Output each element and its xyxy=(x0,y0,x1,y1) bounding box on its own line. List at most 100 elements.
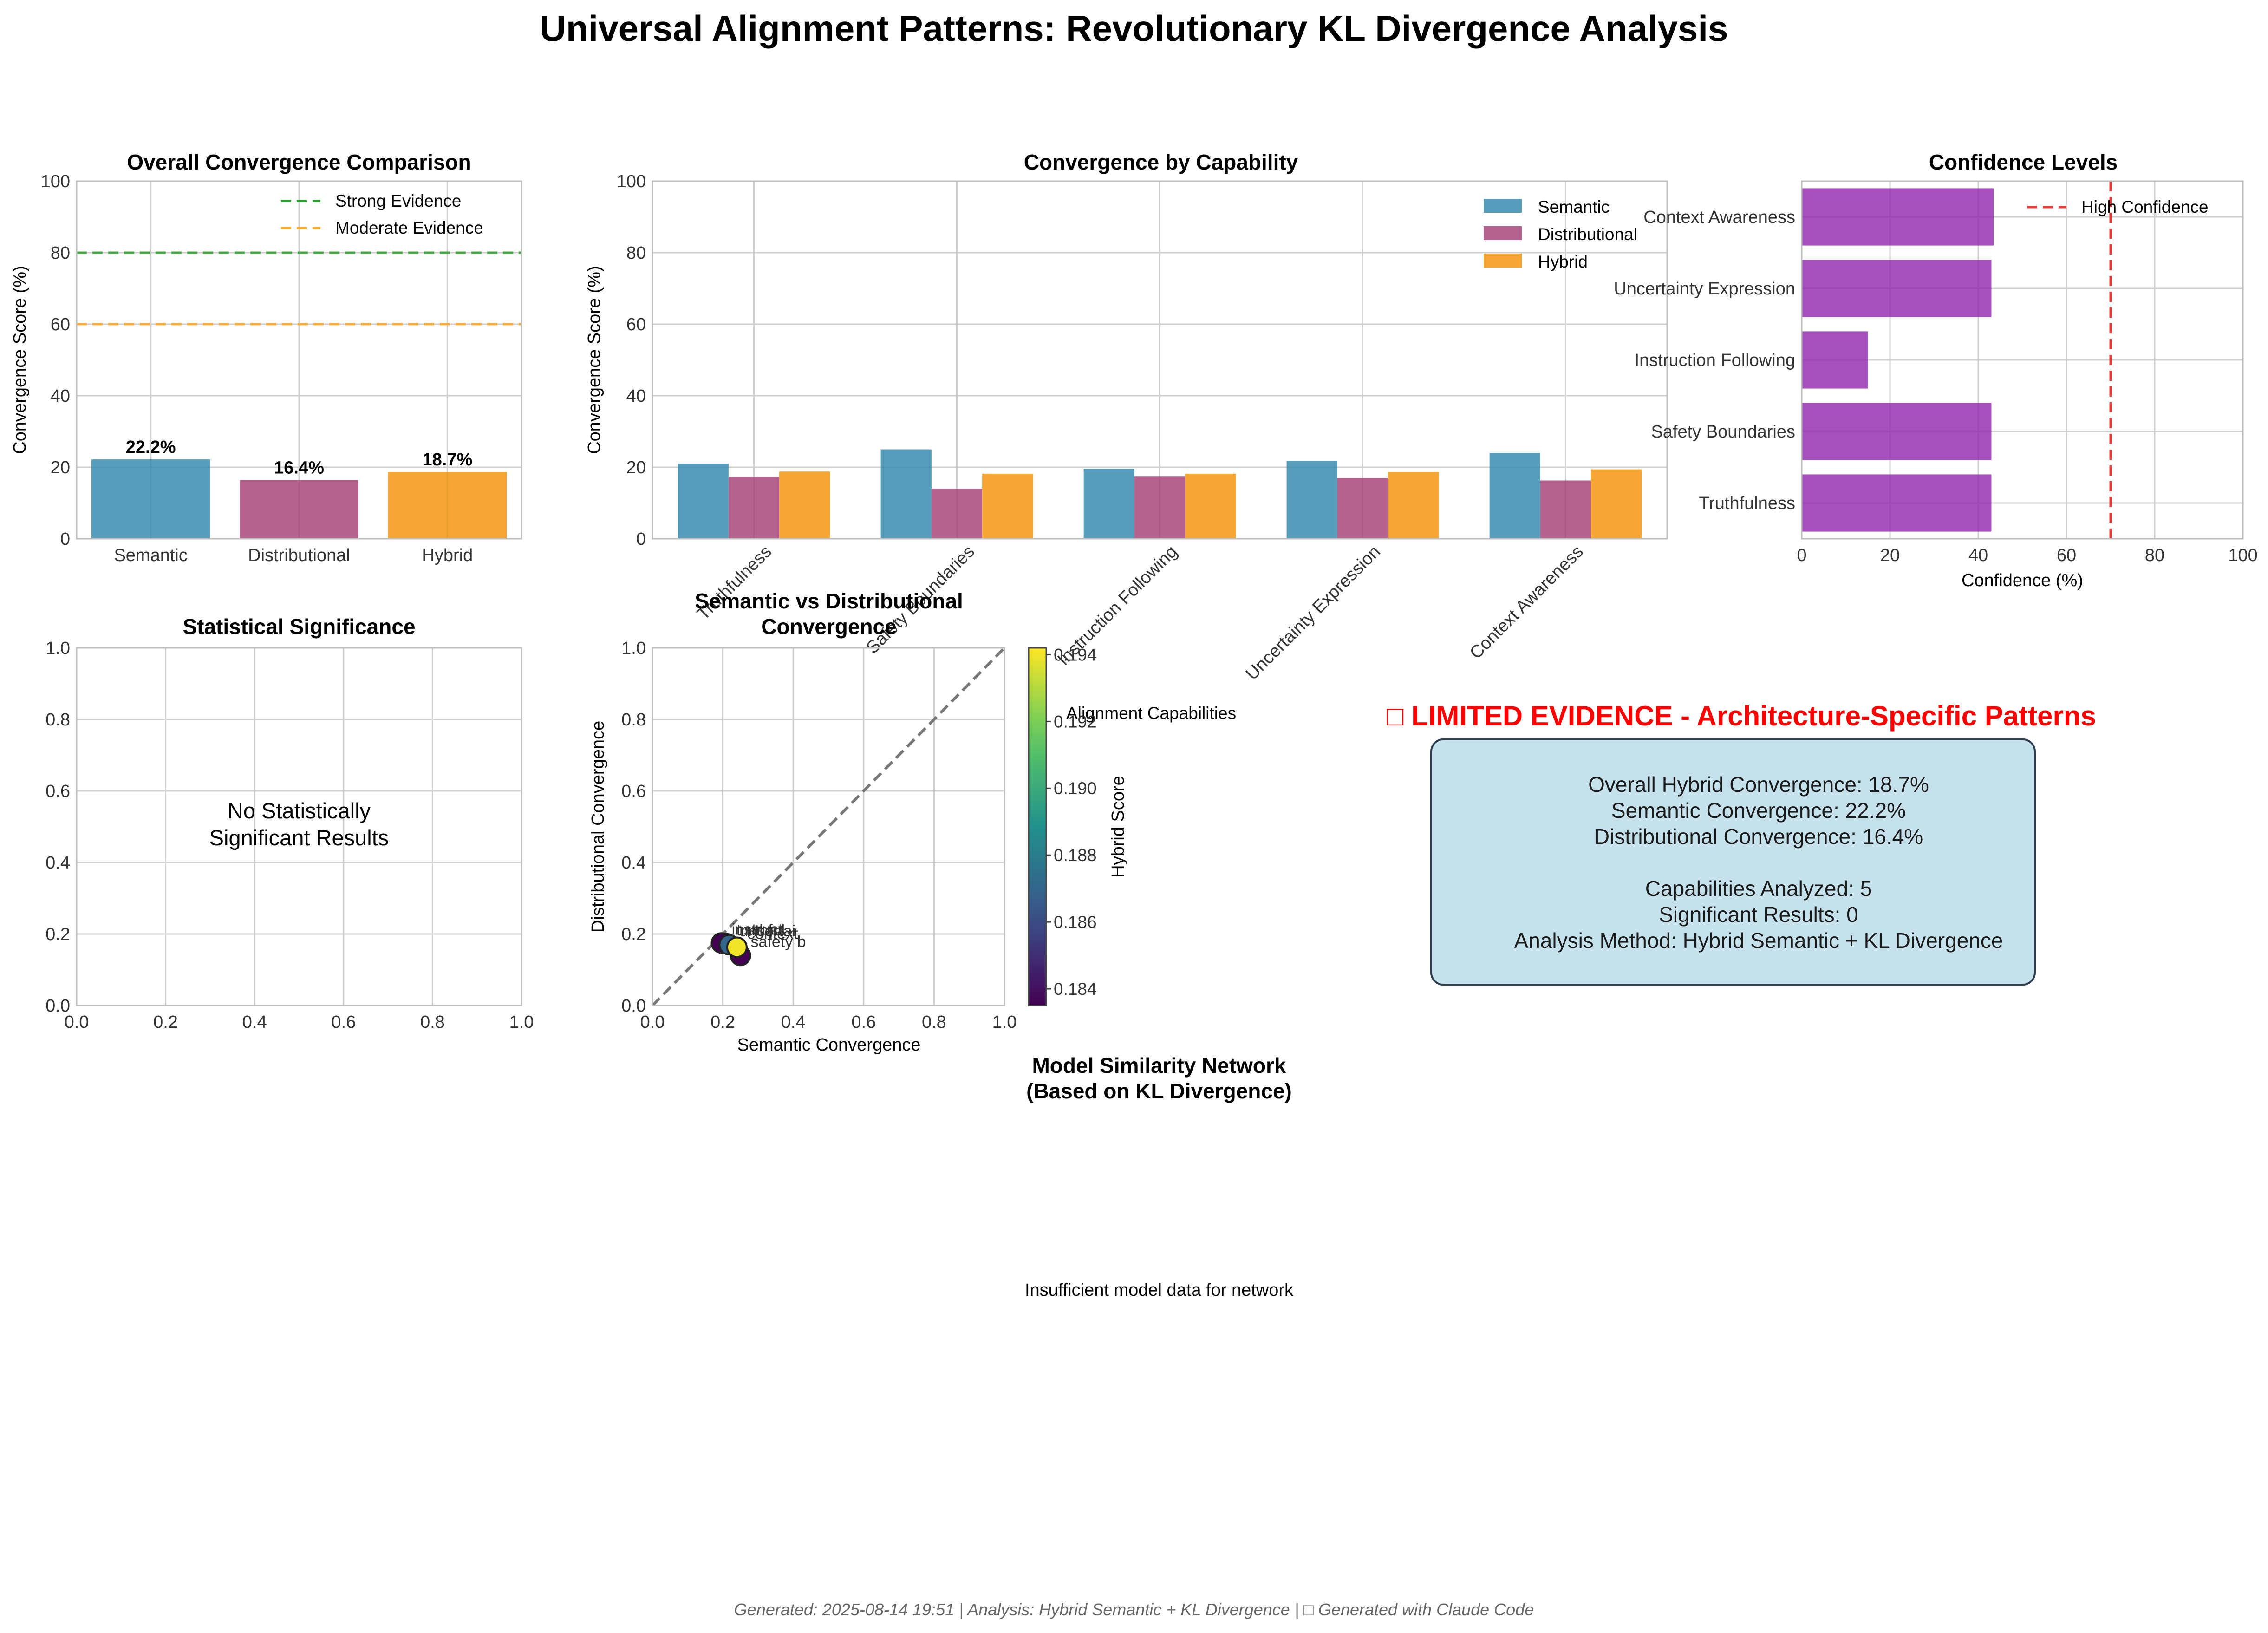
overall-y-tick-label: 100 xyxy=(41,172,70,191)
scatter-y-tick-label: 0.2 xyxy=(621,925,646,944)
overall-bar-value-label: 18.7% xyxy=(422,450,472,470)
statistical-significance-panel: Statistical Significance 0.00.0 0.2 0.2 0.4… xyxy=(46,614,534,1032)
scatter-point-label: context xyxy=(747,925,798,942)
capability-bar-distributional xyxy=(931,489,983,539)
figure-title: Universal Alignment Patterns: Revolution… xyxy=(540,8,1728,49)
capability-bar-semantic xyxy=(678,464,729,539)
confidence-legend: High Confidence xyxy=(2027,197,2209,216)
colorbar-tick-label: 0.190 xyxy=(1054,779,1097,798)
summary-panel: □ LIMITED EVIDENCE - Architecture-Specif… xyxy=(1387,700,2096,986)
significance-message-line-1: No Statistically xyxy=(228,798,371,823)
overall-convergence-chart: Overall Convergence Comparison 0 20 40 60 80… xyxy=(10,150,522,565)
scatter-y-tick-label: 0.8 xyxy=(621,710,646,730)
capability-y-tick-label: 20 xyxy=(626,458,646,477)
capability-y-axis-label: Convergence Score (%) xyxy=(585,266,604,454)
capability-bar-hybrid xyxy=(1591,469,1642,539)
summary-box xyxy=(1430,738,2036,986)
confidence-legend-label: High Confidence xyxy=(2081,197,2209,216)
confidence-plot-frame xyxy=(1801,180,2244,540)
capability-bar-hybrid xyxy=(779,471,830,539)
colorbar-tick-label: 0.184 xyxy=(1054,980,1097,999)
capability-bar-hybrid xyxy=(1388,472,1439,539)
capability-y-tick-label: 0 xyxy=(636,529,646,549)
colorbar-tick-label: 0.188 xyxy=(1054,846,1097,865)
summary-line: Capabilities Analyzed: 5 xyxy=(1645,876,1872,901)
capability-legend-swatch xyxy=(1484,199,1522,213)
summary-line: Overall Hybrid Convergence: 18.7% xyxy=(1588,772,1929,797)
overall-legend-label: Moderate Evidence xyxy=(335,218,483,237)
overall-y-tick-label: 0 xyxy=(60,529,70,549)
confidence-x-tick-label: 100 xyxy=(2228,546,2257,565)
scatter-point-label: instruct xyxy=(732,921,783,938)
overall-legend-label: Strong Evidence xyxy=(335,191,462,210)
significance-x-tick-label: 0.8 xyxy=(420,1012,445,1032)
scatter-x-tick-label: 0.8 xyxy=(922,1012,946,1032)
confidence-bar xyxy=(1802,188,1994,246)
capability-bar-hybrid xyxy=(982,473,1033,539)
capability-legend-label: Hybrid xyxy=(1538,252,1588,271)
significance-message-line-2: Significant Results xyxy=(209,825,389,850)
significance-y-tick-label: 0.6 xyxy=(46,782,70,801)
capability-bar-distributional xyxy=(1540,480,1591,539)
scatter-legend-label: Alignment Capabilities xyxy=(1066,704,1236,723)
overall-x-tick-label: Semantic xyxy=(114,546,187,565)
summary-line: Distributional Convergence: 16.4% xyxy=(1594,824,1923,849)
capability-bar-semantic xyxy=(880,449,932,539)
confidence-bar xyxy=(1802,331,1868,389)
confidence-x-axis-label: Confidence (%) xyxy=(1962,571,2083,590)
capability-bar-distributional xyxy=(1337,478,1388,539)
scatter-y-tick-label: 0.4 xyxy=(621,853,646,873)
overall-bar-hybrid xyxy=(388,472,507,539)
evidence-verdict: □ LIMITED EVIDENCE - Architecture-Specif… xyxy=(1387,700,2096,732)
significance-x-tick-label: 1.0 xyxy=(509,1012,534,1032)
significance-x-tick-label: 0.0 xyxy=(65,1012,89,1032)
confidence-x-tick-label: 80 xyxy=(2145,546,2164,565)
summary-line: Semantic Convergence: 22.2% xyxy=(1611,798,1906,823)
capability-bar-hybrid xyxy=(1185,473,1236,539)
model-similarity-network-panel: Model Similarity Network (Based on KL Di… xyxy=(1025,1053,1294,1300)
overall-y-tick-label: 80 xyxy=(51,243,70,263)
scatter-point-label: uncertai xyxy=(739,922,795,940)
scatter-x-tick-label: 0.2 xyxy=(710,1012,735,1032)
capability-plot-frame xyxy=(652,180,1668,540)
overall-plot-frame xyxy=(76,180,522,540)
confidence-y-tick-label: Context Awareness xyxy=(1643,208,1795,227)
colorbar-gradient xyxy=(1028,647,1047,1006)
significance-y-tick-label: 1.0 xyxy=(46,639,70,658)
significance-y-tick-label: 0.2 xyxy=(46,925,70,944)
scatter-diagonal-reference xyxy=(651,647,1006,1007)
scatter-x-axis-label: Semantic Convergence xyxy=(737,1035,921,1055)
colorbar-label: Hybrid Score xyxy=(1108,776,1128,878)
significance-y-tick-label: 0.0 xyxy=(46,996,70,1016)
confidence-bar xyxy=(1802,260,1992,317)
confidence-x-tick-label: 40 xyxy=(1968,546,1988,565)
capability-bar-distributional xyxy=(728,477,780,539)
significance-x-tick-label: 0.6 xyxy=(331,1012,356,1032)
capability-legend-label: Semantic xyxy=(1538,197,1610,216)
capability-bar-semantic xyxy=(1083,469,1134,539)
scatter-point-label: safety b xyxy=(751,933,806,951)
semantic-vs-distributional-scatter: Semantic vs Distributional Convergence 0… xyxy=(588,589,1236,1055)
scatter-point xyxy=(726,936,748,958)
confidence-levels-chart: Confidence Levels 0 20 40 60 80 100 Truthfulne… xyxy=(1614,150,2257,590)
scatter-title-line-2: Convergence xyxy=(761,614,896,639)
capability-bar-distributional xyxy=(1134,476,1186,539)
scatter-title-line-1: Semantic vs Distributional xyxy=(695,589,963,613)
overall-bar-distributional xyxy=(240,480,358,539)
overall-bar-value-label: 22.2% xyxy=(126,438,176,457)
scatter-x-tick-label: 0.0 xyxy=(640,1012,665,1032)
scatter-y-tick-label: 0.0 xyxy=(621,996,646,1016)
colorbar-tick-label: 0.194 xyxy=(1054,645,1097,664)
scatter-plot-frame xyxy=(652,647,1005,1006)
network-message: Insufficient model data for network xyxy=(1025,1280,1294,1300)
capability-y-tick-label: 100 xyxy=(617,172,646,191)
figure-footer: Generated: 2025-08-14 19:51 | Analysis: … xyxy=(734,1600,1534,1619)
scatter-y-tick-label: 1.0 xyxy=(621,639,646,658)
capability-bar-semantic xyxy=(1489,453,1540,539)
overall-y-axis-label: Convergence Score (%) xyxy=(10,266,30,454)
significance-y-tick-label: 0.8 xyxy=(46,710,70,730)
summary-line: Significant Results: 0 xyxy=(1659,902,1858,927)
confidence-y-tick-label: Uncertainty Expression xyxy=(1614,279,1795,299)
confidence-x-tick-label: 60 xyxy=(2057,546,2076,565)
